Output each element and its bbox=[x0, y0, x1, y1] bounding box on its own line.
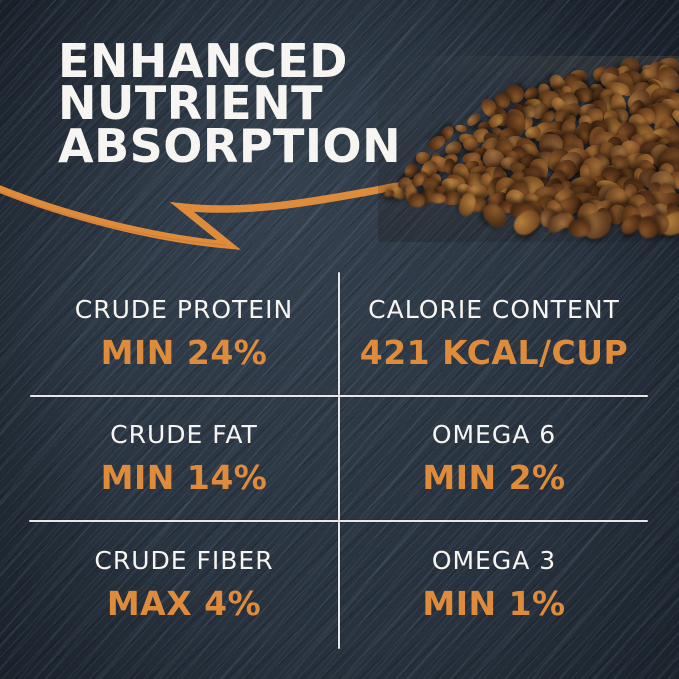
stat-calorie-content: CALORIE CONTENT 421 KCAL/CUP bbox=[340, 272, 648, 395]
stat-crude-fiber: CRUDE FIBER MAX 4% bbox=[30, 522, 338, 646]
stat-label: OMEGA 3 bbox=[431, 545, 557, 575]
stat-value: MIN 14% bbox=[100, 458, 268, 497]
stat-omega-3: OMEGA 3 MIN 1% bbox=[340, 522, 648, 646]
page-title: ENHANCED NUTRIENT ABSORPTION bbox=[58, 38, 402, 173]
title-line-3: ABSORPTION bbox=[58, 118, 402, 173]
stat-crude-fat: CRUDE FAT MIN 14% bbox=[30, 397, 338, 520]
stat-label: CALORIE CONTENT bbox=[368, 295, 620, 324]
stat-crude-protein: CRUDE PROTEIN MIN 24% bbox=[30, 272, 338, 395]
stat-value: MIN 2% bbox=[422, 458, 566, 497]
stat-label: CRUDE PROTEIN bbox=[74, 295, 294, 324]
stat-label: CRUDE FAT bbox=[110, 420, 258, 449]
stat-value: MIN 24% bbox=[100, 333, 268, 372]
kibble-pile-photo bbox=[378, 54, 679, 244]
stat-value: 421 KCAL/CUP bbox=[359, 333, 629, 372]
kibble-piece bbox=[453, 123, 468, 134]
stat-value: MAX 4% bbox=[106, 583, 262, 623]
stat-value: MIN 1% bbox=[422, 583, 566, 623]
stat-label: OMEGA 6 bbox=[431, 420, 557, 449]
stat-label: CRUDE FIBER bbox=[94, 545, 274, 575]
kibble-piece bbox=[568, 219, 591, 238]
stat-omega-6: OMEGA 6 MIN 2% bbox=[340, 397, 648, 520]
